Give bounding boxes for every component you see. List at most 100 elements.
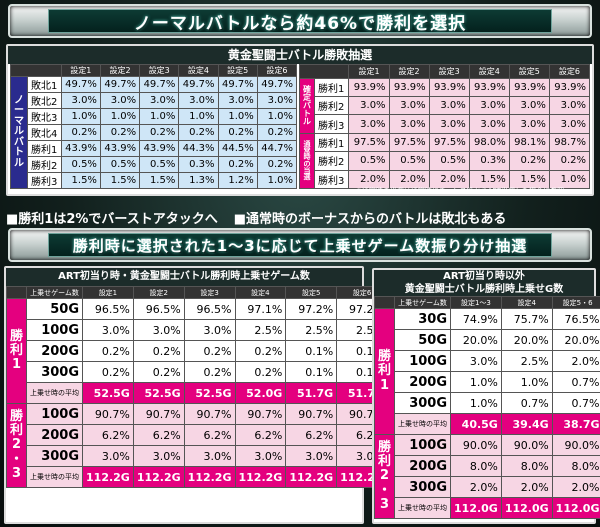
normal-cell: 3.0%	[217, 92, 258, 109]
right_table-win23-avg-cell: 112.0G	[551, 497, 600, 519]
right-gain-table: 上乗せゲーム数 設定1〜3 設定4 設定5・6 勝 利 1 30G 74.9% 75.7% 76…	[373, 296, 600, 519]
normal-row: 敗北2 3.0% 3.0% 3.0% 3.0% 3.0% 3.0%	[11, 92, 298, 109]
confirmed-cell: 3.0%	[468, 96, 510, 116]
confirmed-cell: 93.9%	[428, 77, 470, 98]
right_table-win1-avg-row: 上乗せ時の平均 40.5G 39.4G 38.7G	[375, 413, 600, 435]
confirmed-cell: 93.9%	[348, 77, 390, 98]
left_table-win23-games: 200G	[26, 424, 84, 446]
normal-time-cell: 2.0%	[388, 169, 430, 190]
confirmed-cell: 93.9%	[468, 77, 510, 98]
normal-cell: 3.0%	[256, 92, 298, 109]
right_table-win23-cell: 2.0%	[551, 476, 600, 498]
left-table-title: ART初当り時・黄金聖闘士バトル勝利時上乗せゲーム数	[6, 268, 362, 286]
confirmed-cell: 93.9%	[508, 77, 550, 98]
right_table-win23-cell: 2.0%	[450, 476, 502, 498]
confirmed-row-label: 勝利3	[313, 114, 350, 134]
right_table-win1-row: 勝 利 1 30G 74.9% 75.7% 76.5%	[373, 308, 600, 435]
normal-cell: 49.7%	[99, 76, 141, 93]
normal-cell: 3.0%	[139, 92, 180, 109]
confirmed-header-2: 設定2	[388, 64, 430, 79]
normal-header-5: 設定5	[217, 64, 258, 77]
left_table-win1-cell: 3.0%	[183, 319, 236, 341]
left_table-win23-cell: 6.2%	[183, 424, 236, 446]
normal-cell: 1.5%	[139, 172, 180, 189]
right_table-header-1: 設定1〜3	[450, 296, 502, 309]
right_table-win1-cell: 1.0%	[450, 392, 502, 414]
left_table-win1-cell: 3.0%	[82, 319, 134, 341]
confirmed-row-label: 勝利2	[313, 96, 350, 116]
confirmed-row-label: 勝利1	[313, 77, 350, 98]
left_table-header-1: 設定1	[82, 286, 134, 299]
right_table-win23-cell: 8.0%	[551, 455, 600, 477]
normal-time-cell: 0.5%	[428, 151, 470, 171]
normal-cell: 0.2%	[256, 156, 298, 173]
confirmed-cell: 3.0%	[388, 114, 430, 134]
normal-time-cell: 0.2%	[548, 151, 591, 171]
right_table-win1-cell: 1.0%	[450, 371, 502, 393]
right_table-win1-avg-cell: 40.5G	[450, 413, 502, 435]
normal-row: 勝利2 0.5% 0.5% 0.5% 0.3% 0.2% 0.2%	[11, 156, 298, 173]
left_table-win23-row: 勝 利 2 ・ 3 100G 90.7% 90.7% 90.7% 90.7% 90.7% 90…	[5, 403, 388, 488]
left_table-win1-cell: 0.2%	[234, 340, 287, 362]
left_table-win1-avg-row: 上乗せ時の平均 52.5G 52.5G 52.5G 52.0G 51.7G 51.7G	[7, 382, 388, 404]
normal-cell: 44.3%	[178, 140, 219, 157]
left_table-win1-side-label: 勝 利 1	[5, 298, 28, 404]
left_table-win1-cell: 0.2%	[234, 361, 287, 383]
left_table-win23-cell: 6.2%	[132, 424, 185, 446]
normal-time-side-label: 通 常 時 の 当 選	[299, 132, 315, 190]
confirmed-corner	[298, 64, 350, 79]
normal-cell: 0.5%	[139, 156, 180, 173]
left_table-win1-games: 100G	[26, 319, 84, 341]
confirmed-header-5: 設定5	[508, 64, 550, 79]
right_table-win1-games: 30G	[394, 308, 452, 330]
right_table-win1-games: 50G	[394, 329, 452, 351]
left_table-win1-cell: 0.1%	[285, 340, 338, 362]
left_table-win23-games: 300G	[26, 445, 84, 467]
right_table-win23-cell: 90.0%	[500, 434, 553, 456]
normal-header-3: 設定3	[139, 64, 180, 77]
confirmed-header-4: 設定4	[468, 64, 510, 79]
right_table-win1-cell: 3.0%	[450, 350, 502, 372]
right_table-win23-row: 勝 利 2 ・ 3 100G 90.0% 90.0% 90.0%	[373, 434, 600, 519]
right_table-win1-row: 50G 20.0% 20.0% 20.0%	[375, 329, 600, 351]
confirmed-cell: 3.0%	[508, 96, 550, 116]
confirmed-battle-table: 設定1 設定2 設定3 設定4 設定5 設定6 確 定 バ ト ル勝利1 93.9% 93.9%…	[298, 64, 591, 190]
right_table-win23-games: 200G	[394, 455, 452, 477]
confirmed-cell: 3.0%	[548, 114, 591, 134]
bullet-2: ■通常時のボーナスからのバトルは敗北もある	[233, 212, 507, 227]
normal-cell: 49.7%	[139, 76, 180, 93]
right_table-header-2: 設定4	[500, 296, 553, 309]
normal-time-cell: 97.5%	[388, 132, 430, 153]
right_table-win1-cell: 74.9%	[450, 308, 502, 330]
normal-row: 勝利1 43.9% 43.9% 43.9% 44.3% 44.5% 44.7%	[11, 140, 298, 157]
left_table-win23-row: 200G 6.2% 6.2% 6.2% 6.2% 6.2% 6.2%	[7, 424, 388, 446]
top-banner: ノーマルバトルなら約46%で勝利を選択	[8, 4, 592, 38]
normal-cell: 1.0%	[217, 108, 258, 125]
confirmed-row: 勝利3 3.0% 3.0% 3.0% 3.0% 3.0% 3.0%	[300, 114, 591, 134]
normal-cell: 0.2%	[256, 124, 298, 141]
left-table-panel: ART初当り時・黄金聖闘士バトル勝利時上乗せゲーム数 上乗せゲーム数 設定1 設定2…	[4, 266, 388, 524]
left_table-win1-avg-label: 上乗せ時の平均	[26, 382, 84, 404]
right_table-win23-cell: 90.0%	[450, 434, 502, 456]
left_table-win23-cell: 6.2%	[234, 424, 287, 446]
right_table-win23-cell: 8.0%	[500, 455, 553, 477]
confirmed-row: 確 定 バ ト ル勝利1 93.9% 93.9% 93.9% 93.9% 93.9% 93.…	[299, 77, 591, 134]
normal-cell: 1.0%	[99, 108, 141, 125]
normal-side-label: ノ ー マ ル バ ト ル	[10, 76, 28, 189]
right-table-panel: ART初当り時以外 黄金聖闘士バトル勝利時上乗せG数 上乗せゲーム数 設定1〜3 設…	[372, 268, 600, 524]
normal-cell: 1.3%	[178, 172, 219, 189]
right_table-win1-cell: 75.7%	[500, 308, 553, 330]
right_table-win23-cell: 90.0%	[551, 434, 600, 456]
left_table-win23-cell: 3.0%	[285, 445, 338, 467]
right_table-win1-cell: 0.7%	[551, 371, 600, 393]
left_table-win1-games: 50G	[26, 298, 84, 320]
left_table-win1-cell: 96.5%	[183, 298, 236, 320]
normal-cell: 49.7%	[60, 76, 101, 93]
left_table-win23-cell: 90.7%	[82, 403, 134, 425]
right_table-win1-side-label: 勝 利 1	[373, 308, 396, 435]
normal-cell: 0.2%	[60, 124, 101, 141]
normal-cell: 1.0%	[178, 108, 219, 125]
left_table-win23-cell: 90.7%	[234, 403, 287, 425]
left_table-win23-side-label: 勝 利 2 ・ 3	[5, 403, 28, 488]
normal-cell: 0.2%	[178, 124, 219, 141]
